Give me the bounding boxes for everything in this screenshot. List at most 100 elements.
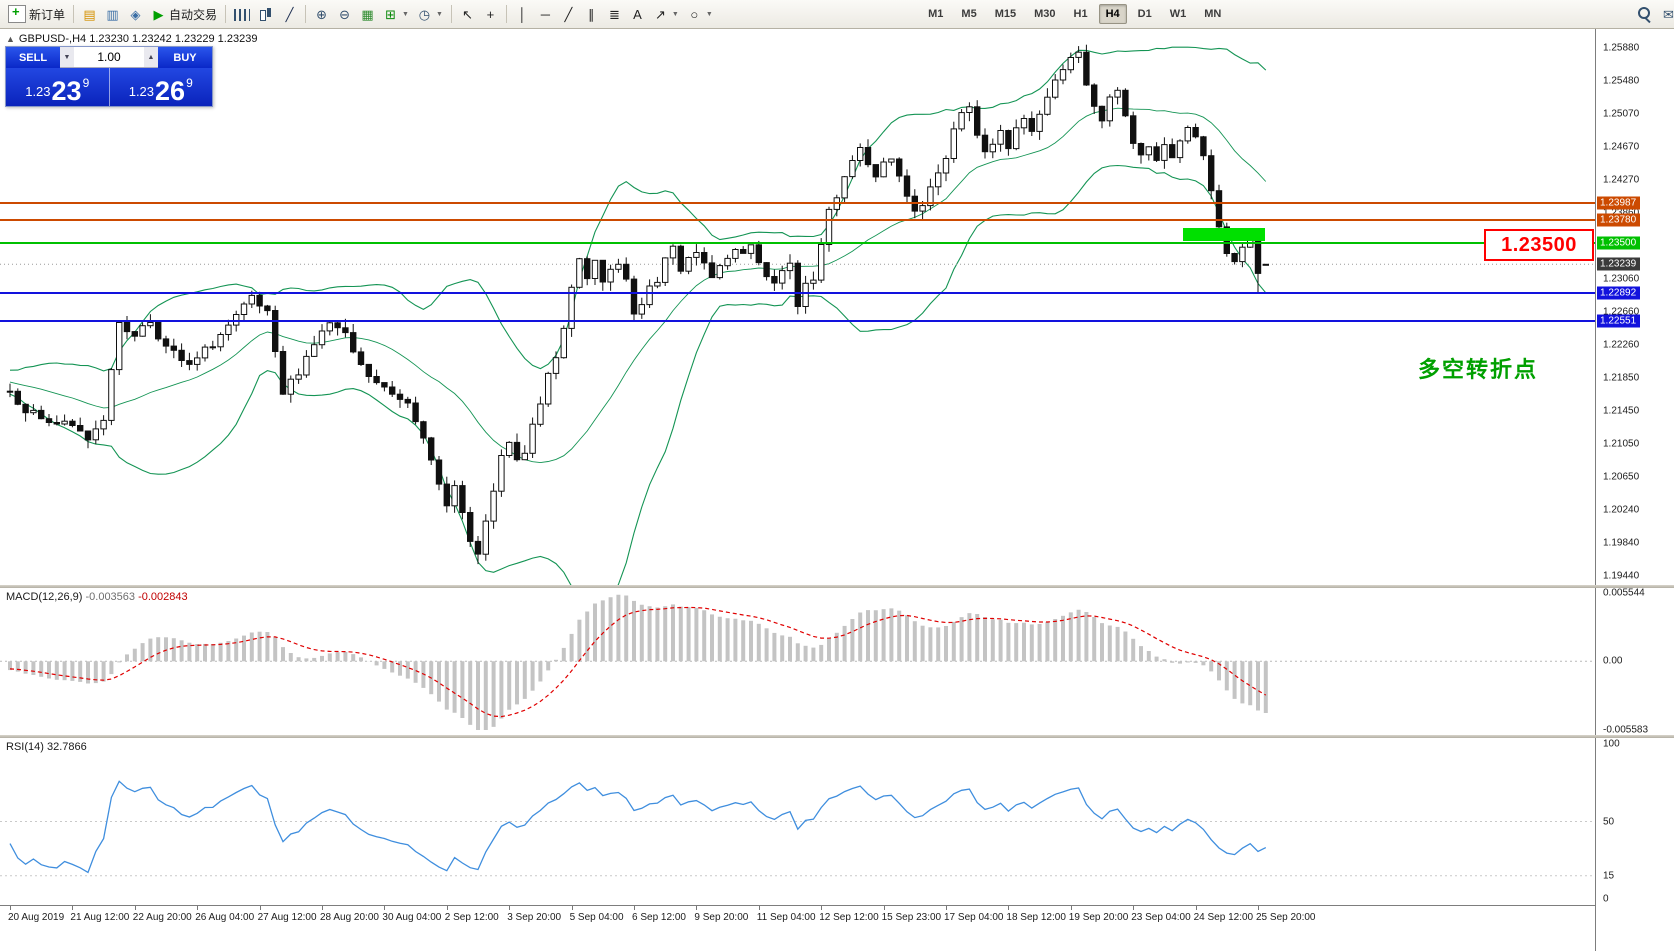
lot-size-input[interactable] bbox=[74, 47, 144, 67]
indicators-button[interactable]: ⊞ ▼ bbox=[380, 3, 412, 25]
navigator-button[interactable]: ◈ bbox=[125, 3, 146, 25]
candlestick-chart-button[interactable] bbox=[255, 3, 277, 25]
price-tick-label: 1.22260 bbox=[1603, 339, 1640, 351]
toolbar-separator bbox=[450, 5, 452, 23]
time-tick bbox=[1070, 906, 1072, 910]
horizontal-line-button[interactable]: ─ bbox=[535, 3, 556, 25]
price-tick-label: 1.21450 bbox=[1603, 405, 1640, 417]
shapes-button[interactable]: ○ ▼ bbox=[684, 3, 716, 25]
community-button[interactable]: ✉ bbox=[1658, 3, 1674, 25]
buy-button[interactable]: BUY bbox=[158, 47, 212, 68]
search-icon bbox=[1637, 6, 1653, 22]
time-axis[interactable]: 20 Aug 2019 21 Aug 12:00 22 Aug 20:00 26 Au… bbox=[0, 905, 1595, 952]
macd-tick-label: -0.005583 bbox=[1603, 724, 1649, 736]
lot-decrease-button[interactable]: ▼ bbox=[60, 47, 74, 67]
collapse-trade-panel-icon[interactable]: ▲ bbox=[6, 34, 15, 44]
horizontal-level-line[interactable] bbox=[0, 291, 1595, 294]
time-axis-label: 23 Sep 04:00 bbox=[1131, 912, 1191, 923]
price-tick-label: 1.23860 bbox=[1603, 208, 1639, 219]
fibonacci-button[interactable]: ≣ bbox=[604, 3, 625, 25]
sell-button[interactable]: SELL bbox=[6, 47, 60, 68]
timeframe-w1-button[interactable]: W1 bbox=[1169, 8, 1187, 20]
new-order-button-label: 新订单 bbox=[29, 7, 66, 22]
price-axis[interactable]: 1.25880 1.25480 1.25070 1.24670 1.24270 1.238… bbox=[1595, 28, 1674, 951]
autotrading-icon: ▶ bbox=[153, 6, 164, 22]
timeframe-m5-button[interactable]: M5 bbox=[961, 8, 977, 20]
autotrading-button[interactable]: ▶ 自动交易 bbox=[148, 3, 220, 25]
macd-panel[interactable] bbox=[0, 588, 1595, 735]
time-axis-label: 19 Sep 20:00 bbox=[1068, 912, 1129, 923]
data-window-icon: ▥ bbox=[106, 6, 119, 22]
chart-annotation-text[interactable]: 多空转折点 bbox=[1418, 357, 1539, 382]
price-chart[interactable] bbox=[0, 28, 1595, 609]
level-price-tag: 1.23500 bbox=[1597, 236, 1641, 250]
timeframe-m30-button[interactable]: M30 bbox=[1034, 8, 1056, 20]
horizontal-level-line[interactable] bbox=[0, 241, 1595, 244]
market-watch-button[interactable]: ▤ bbox=[79, 3, 100, 25]
new-order-button[interactable]: 新订单 bbox=[5, 3, 68, 25]
timeframe-m15-button[interactable]: M15 bbox=[994, 8, 1017, 20]
rsi-label: RSI(14) 32.7866 bbox=[6, 741, 87, 753]
horizontal-level-line[interactable] bbox=[0, 218, 1595, 221]
time-tick bbox=[72, 906, 74, 910]
crosshair-icon: + bbox=[486, 6, 495, 22]
vertical-line-button[interactable]: │ bbox=[512, 3, 533, 25]
timeframe-m1-button[interactable]: M1 bbox=[928, 8, 944, 20]
search-button[interactable] bbox=[1634, 3, 1656, 25]
time-axis-label: 18 Sep 12:00 bbox=[1006, 912, 1066, 923]
line-chart-button[interactable]: ╱ bbox=[279, 3, 300, 25]
time-axis-label: 9 Sep 20:00 bbox=[694, 912, 749, 923]
toolbar-separator bbox=[505, 5, 507, 23]
lot-increase-button[interactable]: ▲ bbox=[144, 47, 158, 67]
crosshair-button[interactable]: + bbox=[480, 3, 501, 25]
channel-button[interactable]: ∥ bbox=[581, 3, 602, 25]
zoom-in-button[interactable]: ⊕ bbox=[311, 3, 332, 25]
macd-tick-label: 0.00 bbox=[1603, 655, 1623, 667]
time-axis-label: 26 Aug 04:00 bbox=[195, 912, 255, 923]
timeframe-mn-button[interactable]: MN bbox=[1204, 8, 1222, 20]
timeframe-d1-button[interactable]: D1 bbox=[1137, 8, 1152, 20]
arrows-button[interactable]: ↗ ▼ bbox=[650, 3, 682, 25]
zoom-out-button[interactable]: ⊖ bbox=[334, 3, 355, 25]
time-axis-label: 30 Aug 04:00 bbox=[382, 912, 442, 923]
grid-button[interactable]: ▦ bbox=[357, 3, 378, 25]
rsi-tick-label: 100 bbox=[1603, 738, 1620, 750]
time-tick bbox=[821, 906, 823, 910]
highlight-rectangle[interactable] bbox=[1183, 228, 1265, 241]
zoom-out-icon: ⊖ bbox=[339, 6, 350, 22]
trendline-button[interactable]: ╱ bbox=[558, 3, 579, 25]
horizontal-line-icon: ─ bbox=[540, 6, 551, 22]
horizontal-level-line[interactable] bbox=[0, 201, 1595, 204]
data-window-button[interactable]: ▥ bbox=[102, 3, 123, 25]
panel-splitter[interactable] bbox=[0, 735, 1674, 738]
level-price-tag: 1.22892 bbox=[1597, 286, 1641, 300]
grid-icon: ▦ bbox=[361, 6, 374, 22]
horizontal-level-line[interactable] bbox=[0, 319, 1595, 322]
price-tick-label: 1.21850 bbox=[1603, 372, 1640, 384]
cursor-button[interactable]: ↖ bbox=[457, 3, 478, 25]
rsi-panel[interactable] bbox=[0, 738, 1595, 905]
timeframe-h4-button[interactable]: H4 bbox=[1098, 4, 1127, 24]
time-tick bbox=[571, 906, 573, 910]
time-tick bbox=[197, 906, 199, 910]
timeframe-h1-button[interactable]: H1 bbox=[1073, 8, 1088, 20]
toolbar-separator bbox=[305, 5, 307, 23]
price-callout[interactable]: 1.23500 bbox=[1484, 229, 1594, 261]
bid-price-tag: 1.23239 bbox=[1597, 257, 1641, 271]
panel-splitter[interactable] bbox=[0, 585, 1674, 588]
periods-button[interactable]: ◷ ▼ bbox=[414, 3, 446, 25]
time-tick bbox=[758, 906, 760, 910]
time-axis-label: 21 Aug 12:00 bbox=[70, 912, 130, 923]
time-tick bbox=[259, 906, 261, 910]
shapes-icon: ○ bbox=[690, 6, 699, 22]
price-tick-label: 1.22660 bbox=[1603, 306, 1640, 318]
ask-price-display[interactable]: 1.23 26 9 bbox=[128, 76, 193, 107]
toolbar-separator bbox=[225, 5, 227, 23]
bid-price-display[interactable]: 1.23 23 9 bbox=[25, 76, 90, 107]
bar-chart-button[interactable] bbox=[231, 3, 253, 25]
price-tick-label: 1.21050 bbox=[1603, 438, 1640, 450]
time-axis-label: 17 Sep 04:00 bbox=[944, 912, 1004, 923]
text-button[interactable]: A bbox=[627, 3, 648, 25]
time-axis-label: 24 Sep 12:00 bbox=[1193, 912, 1254, 923]
trendline-icon: ╱ bbox=[564, 6, 573, 22]
